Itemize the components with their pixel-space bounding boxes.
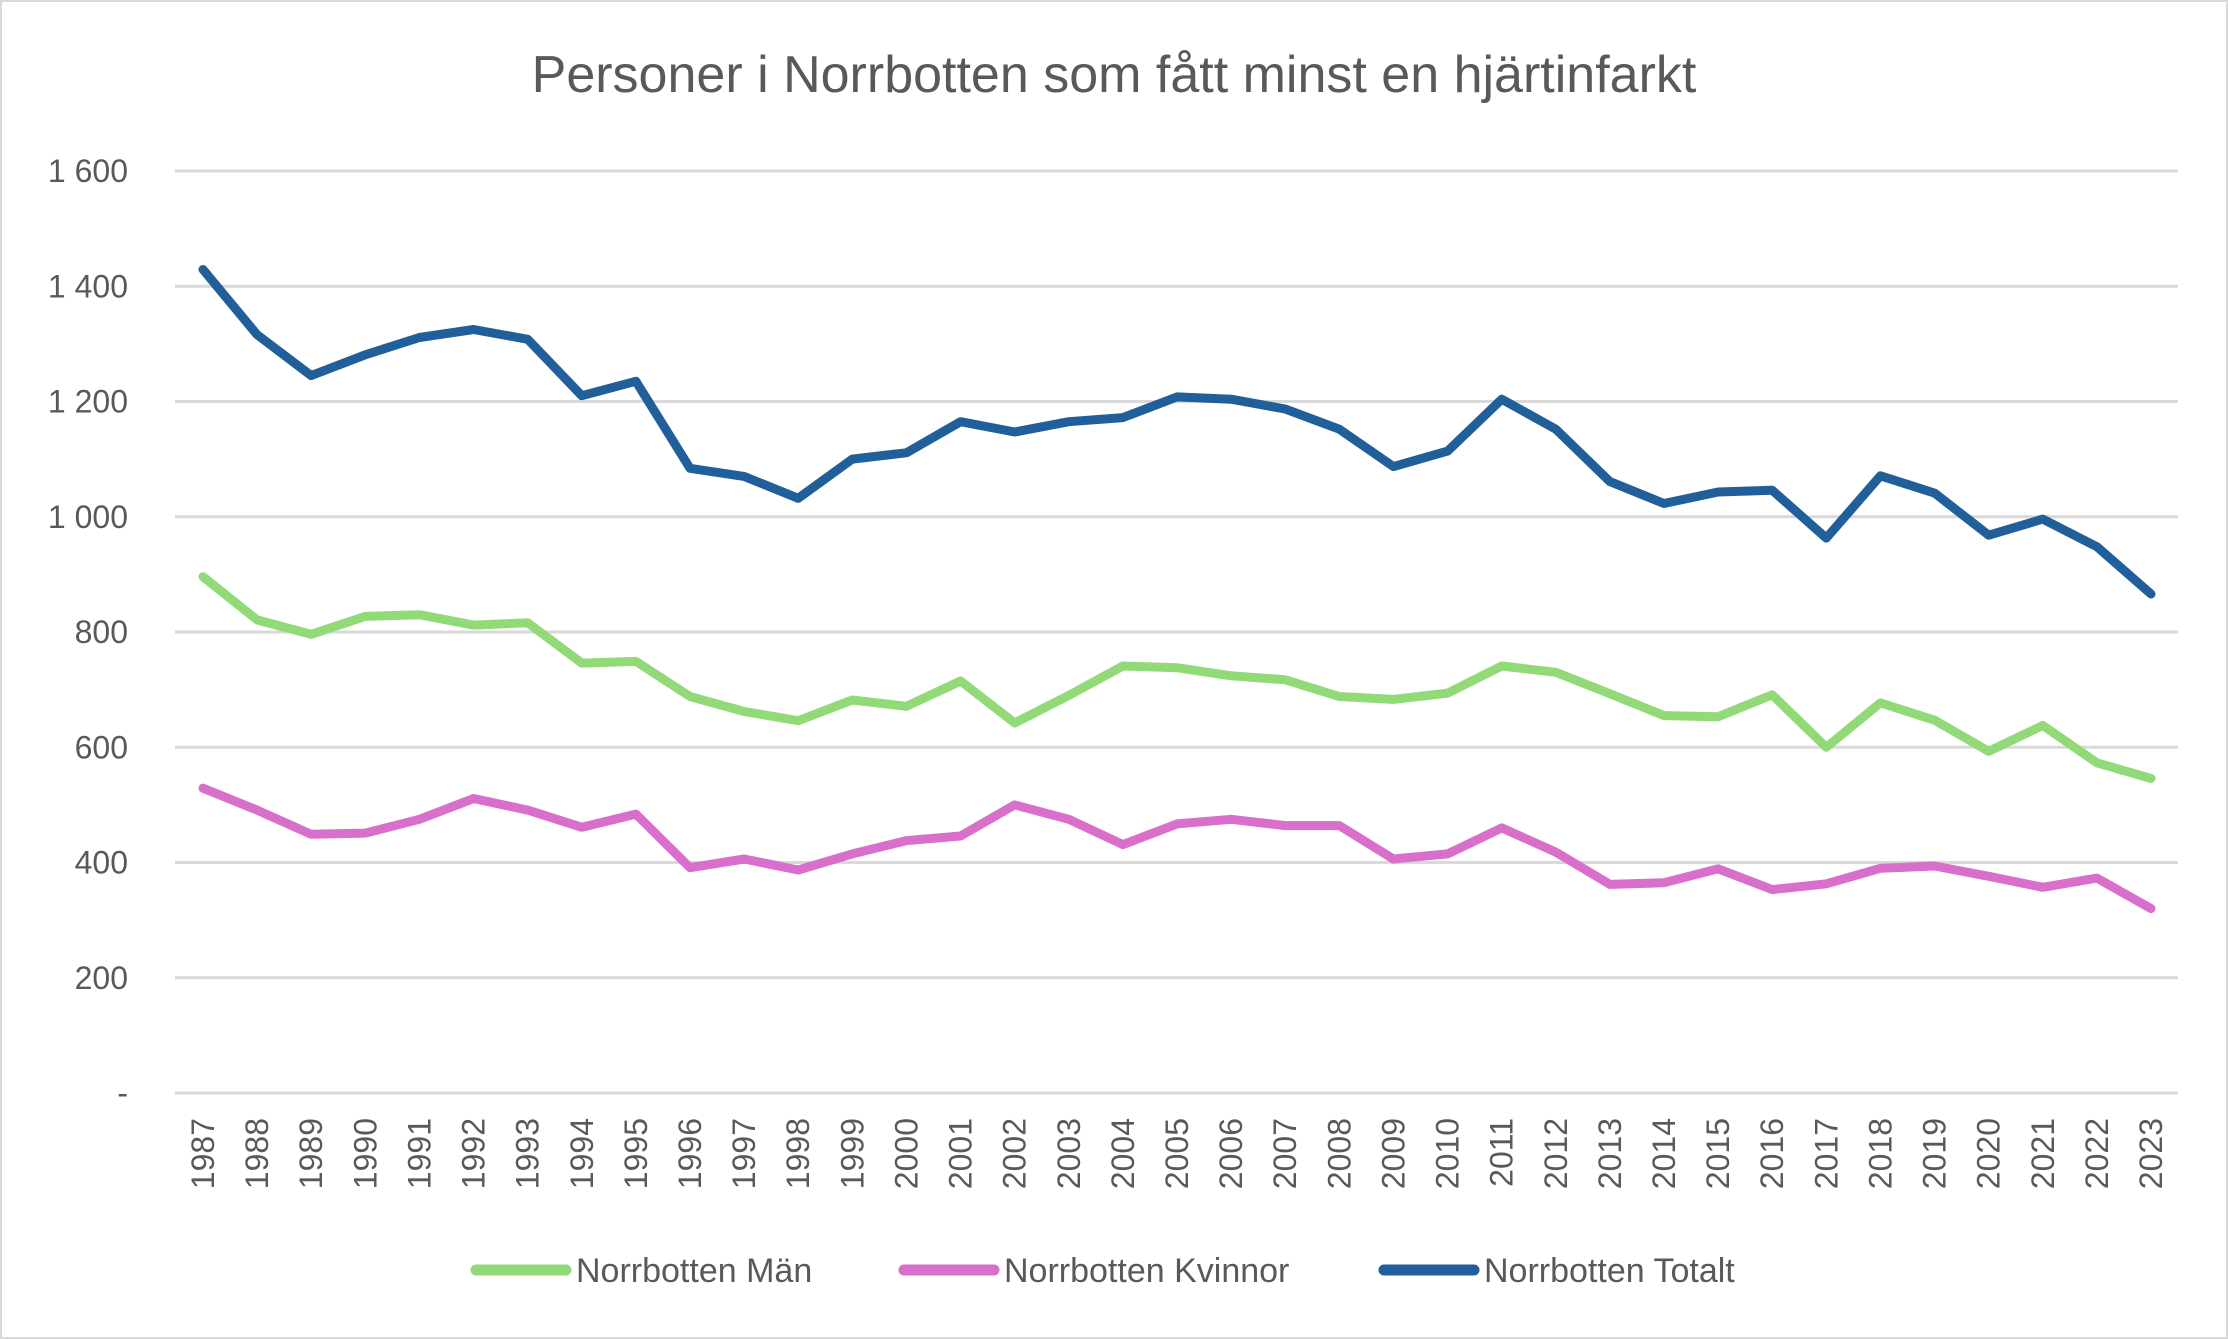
x-tick-label: 2017 bbox=[1808, 1118, 1844, 1189]
x-tick-label: 1992 bbox=[456, 1118, 492, 1189]
x-tick-label: 2019 bbox=[1917, 1118, 1953, 1189]
x-tick-label: 2016 bbox=[1754, 1118, 1790, 1189]
y-axis-labels: - 200 400 600 800 1 000 1 200 1 400 1 600 bbox=[48, 153, 128, 1111]
x-tick-label: 1999 bbox=[834, 1118, 870, 1189]
x-axis-labels: 1987 1988 1989 1990 1991 1992 1993 1994 1995 1996… bbox=[185, 1118, 2169, 1189]
series-line-norrbotten-kvinnor bbox=[198, 783, 2156, 914]
y-tick-label: 600 bbox=[75, 729, 128, 765]
x-tick-label: 1993 bbox=[510, 1118, 546, 1189]
x-tick-label: 2011 bbox=[1484, 1118, 1520, 1187]
x-tick-label: 2003 bbox=[1051, 1118, 1087, 1189]
x-tick-label: 2015 bbox=[1700, 1118, 1736, 1189]
x-tick-label: 1998 bbox=[780, 1118, 816, 1189]
legend-item: Norrbotten Totalt bbox=[1378, 1252, 1735, 1290]
y-tick-label: 1 400 bbox=[48, 268, 128, 304]
x-tick-label: 2023 bbox=[2133, 1118, 2169, 1189]
y-tick-label: 800 bbox=[75, 614, 128, 650]
x-tick-label: 2000 bbox=[888, 1118, 924, 1189]
x-tick-label: 1988 bbox=[239, 1118, 275, 1189]
x-tick-label: 2001 bbox=[943, 1118, 979, 1189]
y-tick-label: 1 600 bbox=[48, 153, 128, 189]
x-tick-label: 2010 bbox=[1430, 1118, 1466, 1189]
chart-title: Personer i Norrbotten som fått minst en … bbox=[532, 46, 1697, 104]
x-tick-label: 1996 bbox=[672, 1118, 708, 1189]
x-tick-label: 2006 bbox=[1213, 1118, 1249, 1189]
legend-label: Norrbotten Totalt bbox=[1484, 1252, 1735, 1290]
series-lines bbox=[198, 265, 2156, 914]
legend-item: Norrbotten Kvinnor bbox=[898, 1252, 1289, 1290]
y-tick-label: - bbox=[117, 1075, 128, 1111]
gridlines bbox=[175, 169, 2178, 1095]
x-tick-label: 1989 bbox=[293, 1118, 329, 1189]
x-tick-label: 2012 bbox=[1538, 1118, 1574, 1189]
x-tick-label: 2009 bbox=[1375, 1118, 1411, 1189]
x-tick-label: 2002 bbox=[997, 1118, 1033, 1189]
x-tick-label: 2013 bbox=[1592, 1118, 1628, 1189]
x-tick-label: 1995 bbox=[618, 1118, 654, 1189]
legend-label: Norrbotten Kvinnor bbox=[1004, 1252, 1289, 1290]
x-tick-label: 2021 bbox=[2025, 1118, 2061, 1189]
x-tick-label: 2014 bbox=[1646, 1118, 1682, 1189]
y-tick-label: 400 bbox=[75, 845, 128, 881]
legend: Norrbotten Män Norrbotten Kvinnor Norrbott… bbox=[470, 1252, 1735, 1290]
x-tick-label: 2020 bbox=[1971, 1118, 2007, 1189]
y-tick-label: 1 200 bbox=[48, 384, 128, 420]
x-tick-label: 1997 bbox=[726, 1118, 762, 1189]
x-tick-label: 2005 bbox=[1159, 1118, 1195, 1189]
legend-item: Norrbotten Män bbox=[470, 1252, 812, 1290]
y-tick-label: 200 bbox=[75, 960, 128, 996]
series-line-norrbotten-totalt bbox=[198, 265, 2156, 599]
x-tick-label: 1990 bbox=[347, 1118, 383, 1189]
x-tick-label: 2008 bbox=[1321, 1118, 1357, 1189]
x-tick-label: 1987 bbox=[185, 1118, 221, 1189]
x-tick-label: 2007 bbox=[1267, 1118, 1303, 1189]
x-tick-label: 2004 bbox=[1105, 1118, 1141, 1189]
legend-label: Norrbotten Män bbox=[576, 1252, 812, 1290]
y-tick-label: 1 000 bbox=[48, 499, 128, 535]
x-tick-label: 2022 bbox=[2079, 1118, 2115, 1189]
x-tick-label: 1994 bbox=[564, 1118, 600, 1189]
x-tick-label: 2018 bbox=[1862, 1118, 1898, 1189]
x-tick-label: 1991 bbox=[401, 1118, 437, 1189]
